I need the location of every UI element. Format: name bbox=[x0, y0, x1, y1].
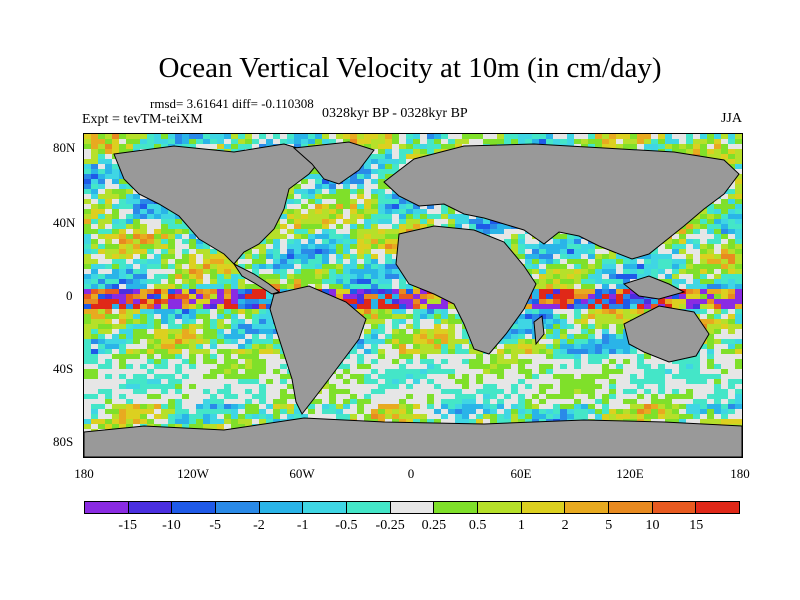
experiment-label: Expt = tevTM-teiXM bbox=[82, 112, 203, 127]
colorbar-label: 0.25 bbox=[421, 518, 447, 533]
colorbar-label: 2 bbox=[561, 518, 569, 533]
colorbar-segment bbox=[434, 502, 479, 513]
lon-tick-180w: 180 bbox=[74, 466, 94, 481]
lon-tick-60w: 60W bbox=[289, 466, 315, 481]
colorbar-label: 15 bbox=[689, 518, 704, 533]
land-maritime-asia bbox=[622, 275, 686, 300]
colorbar-segment bbox=[478, 502, 522, 513]
period-label: 0328kyr BP - 0328kyr BP bbox=[322, 106, 468, 121]
colorbar-label: 10 bbox=[645, 518, 660, 533]
colorbar-label: -15 bbox=[118, 518, 138, 533]
land-australia bbox=[623, 305, 710, 363]
land-south-america bbox=[269, 285, 367, 415]
colorbar-label: -5 bbox=[209, 518, 222, 533]
lon-tick-120e: 120E bbox=[616, 466, 644, 481]
colorbar-label: -10 bbox=[162, 518, 181, 533]
colorbar-segment bbox=[172, 502, 217, 513]
colorbar-segment bbox=[128, 502, 173, 513]
colorbar-segment bbox=[609, 502, 653, 513]
lat-tick-0: 0 bbox=[66, 288, 73, 303]
colorbar-segment bbox=[565, 502, 610, 513]
colorbar bbox=[84, 501, 740, 514]
colorbar-label: 0.5 bbox=[468, 518, 487, 533]
land-africa bbox=[395, 225, 537, 355]
lon-tick-120w: 120W bbox=[177, 466, 209, 481]
colorbar-segment bbox=[303, 502, 348, 513]
land-greenland bbox=[292, 141, 375, 185]
colorbar-label: -0.5 bbox=[335, 518, 358, 533]
colorbar-label: -2 bbox=[253, 518, 265, 533]
colorbar-segment bbox=[216, 502, 260, 513]
land-mask bbox=[84, 141, 742, 457]
stats-label: rmsd= 3.61641 diff= -0.110308 bbox=[150, 96, 314, 111]
land-central-america bbox=[232, 262, 281, 295]
land-north-america bbox=[113, 143, 325, 265]
lat-tick-40n: 40N bbox=[53, 215, 76, 230]
land-madagascar bbox=[533, 315, 545, 346]
land-antarctica bbox=[84, 417, 742, 457]
colorbar-segment bbox=[652, 502, 697, 513]
lon-tick-60e: 60E bbox=[510, 466, 532, 481]
ocean-velocity-map bbox=[83, 133, 743, 458]
season-label: JJA bbox=[720, 111, 742, 126]
colorbar-label: -0.25 bbox=[375, 518, 405, 533]
lon-tick-180e: 180 bbox=[730, 466, 750, 481]
lat-tick-80s: 80S bbox=[53, 434, 74, 449]
colorbar-segment bbox=[696, 502, 740, 513]
colorbar-segment bbox=[259, 502, 304, 513]
colorbar-label: 1 bbox=[517, 518, 525, 533]
lat-tick-40s: 40S bbox=[53, 361, 74, 376]
colorbar-label: -1 bbox=[296, 518, 309, 533]
colorbar-label: 5 bbox=[605, 518, 613, 533]
colorbar-segment bbox=[347, 502, 391, 513]
colorbar-segment bbox=[390, 502, 435, 513]
colorbar-segment bbox=[85, 502, 129, 513]
colorbar-segment bbox=[521, 502, 566, 513]
land-eurasia bbox=[383, 143, 740, 260]
plot-title: Ocean Vertical Velocity at 10m (in cm/da… bbox=[158, 52, 662, 84]
lat-tick-80n: 80N bbox=[53, 140, 76, 155]
lon-tick-0: 0 bbox=[407, 466, 415, 481]
